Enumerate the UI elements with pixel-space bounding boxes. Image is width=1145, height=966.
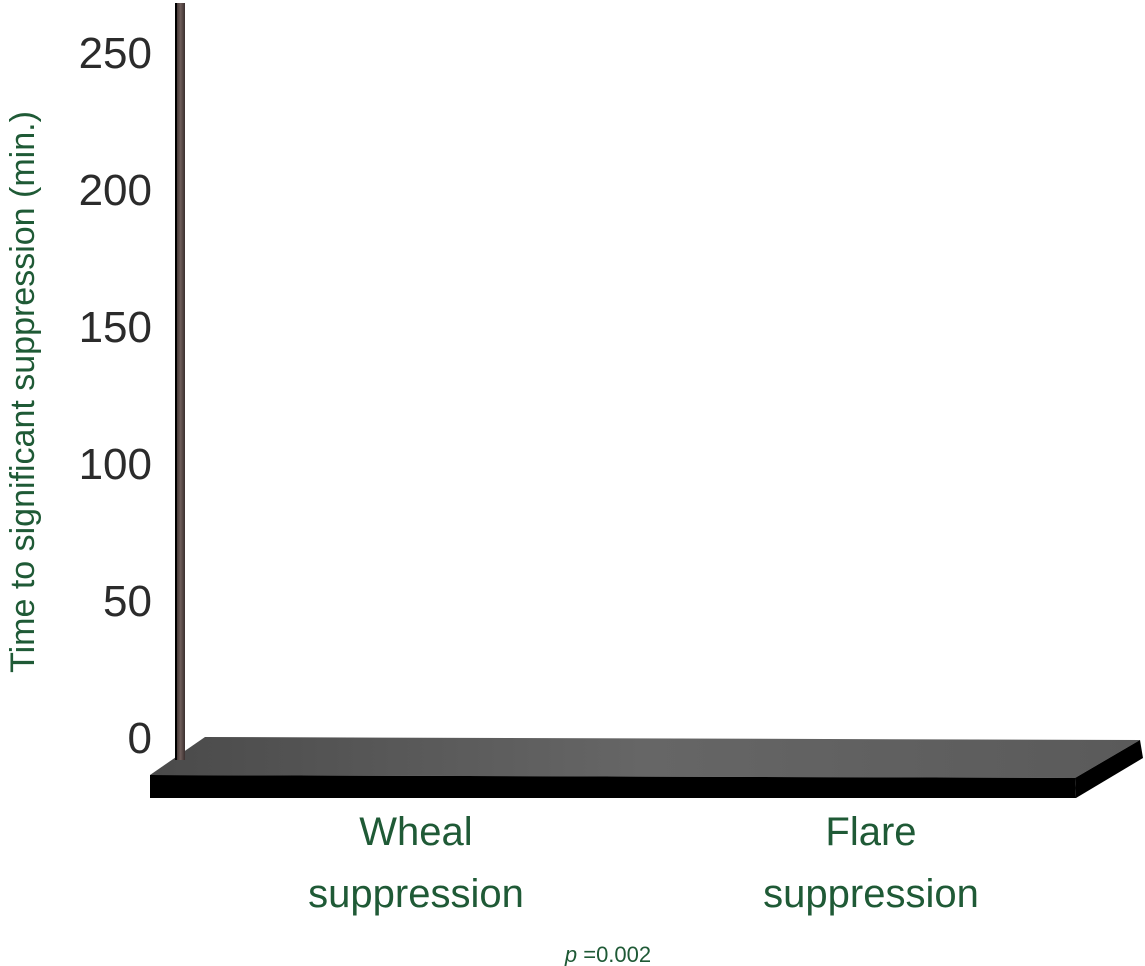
y-tick-label: 200 — [79, 166, 152, 215]
y-axis-wall — [176, 3, 185, 760]
x-category-line: Wheal — [359, 810, 472, 854]
p-value-symbol: p — [564, 942, 577, 966]
y-tick-label: 0 — [128, 714, 152, 763]
y-tick-label: 150 — [79, 303, 152, 352]
x-category-label: Wheal suppression — [308, 810, 524, 916]
p-value-text: =0.002 — [577, 942, 651, 966]
y-axis-wall-edge — [175, 3, 177, 760]
x-category-line: suppression — [308, 872, 524, 916]
x-category-label: Flare suppression — [763, 810, 979, 916]
x-category-line: Flare — [825, 810, 916, 854]
p-value-annotation: p =0.002 — [564, 942, 651, 966]
x-categories: Wheal suppression Flare suppression — [308, 810, 979, 916]
floor-front — [150, 775, 1076, 798]
x-category-line: suppression — [763, 872, 979, 916]
floor-side — [1075, 740, 1143, 798]
y-ticks: 0 50 100 150 200 250 — [79, 29, 152, 763]
y-axis-label: Time to significant suppression (min.) — [4, 111, 42, 673]
floor-top — [150, 737, 1140, 778]
y-tick-label: 100 — [79, 440, 152, 489]
y-tick-label: 250 — [79, 29, 152, 78]
y-tick-label: 50 — [103, 577, 152, 626]
